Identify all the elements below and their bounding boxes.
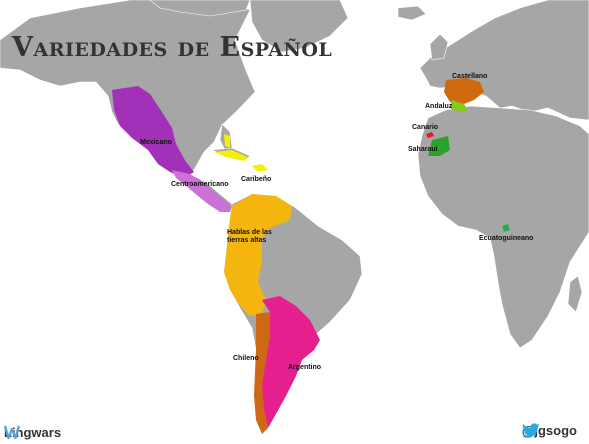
region-caribeno-islands bbox=[252, 164, 268, 172]
twitter-bird-icon bbox=[521, 423, 540, 438]
region-centroamericano bbox=[172, 170, 232, 212]
twitter-bird-shape bbox=[521, 423, 540, 438]
region-caribeno-florida-tip bbox=[224, 134, 230, 148]
label-castellano: Castellano bbox=[452, 73, 488, 80]
region-saharaui bbox=[428, 136, 450, 156]
label-chileno: Chileno bbox=[233, 355, 259, 362]
dialect-regions bbox=[112, 78, 510, 434]
region-mexicano bbox=[112, 86, 194, 178]
landmass-greenland bbox=[249, 0, 349, 53]
social-handle[interactable]: @jgsogo bbox=[521, 423, 577, 438]
region-andaluz bbox=[450, 100, 468, 112]
label-caribeno: Caribeño bbox=[241, 176, 272, 183]
region-canario bbox=[426, 132, 434, 138]
landmass-iceland bbox=[397, 5, 427, 21]
lingwars-logo-icon bbox=[4, 425, 20, 439]
region-ecuatoguineano bbox=[502, 224, 510, 232]
landmass-british-isles bbox=[429, 33, 449, 61]
region-caribeno-cuba bbox=[214, 150, 248, 161]
label-argentino: Argentino bbox=[288, 364, 322, 371]
brand-lockup: Lingwars bbox=[4, 425, 61, 440]
label-hablas: Hablas de las tierras altas bbox=[227, 229, 272, 244]
label-saharaui: Saharaui bbox=[408, 146, 438, 153]
landmass-arctic-islands bbox=[149, 0, 251, 17]
label-andaluz: Andaluz bbox=[425, 103, 453, 110]
region-chileno bbox=[254, 312, 270, 434]
logo-stroke bbox=[4, 425, 20, 439]
map-title: Variedades de Español bbox=[12, 32, 333, 63]
label-mexicano: Mexicano bbox=[140, 139, 172, 146]
region-argentino bbox=[262, 296, 320, 428]
region-hablas bbox=[224, 194, 292, 316]
label-ecuatoguineano: Ecuatoguineano bbox=[479, 235, 534, 242]
region-castellano bbox=[444, 78, 484, 104]
landmass-madagascar bbox=[567, 275, 583, 313]
label-canario: Canario bbox=[412, 124, 439, 131]
label-centroamericano: Centroamericano bbox=[171, 181, 229, 188]
